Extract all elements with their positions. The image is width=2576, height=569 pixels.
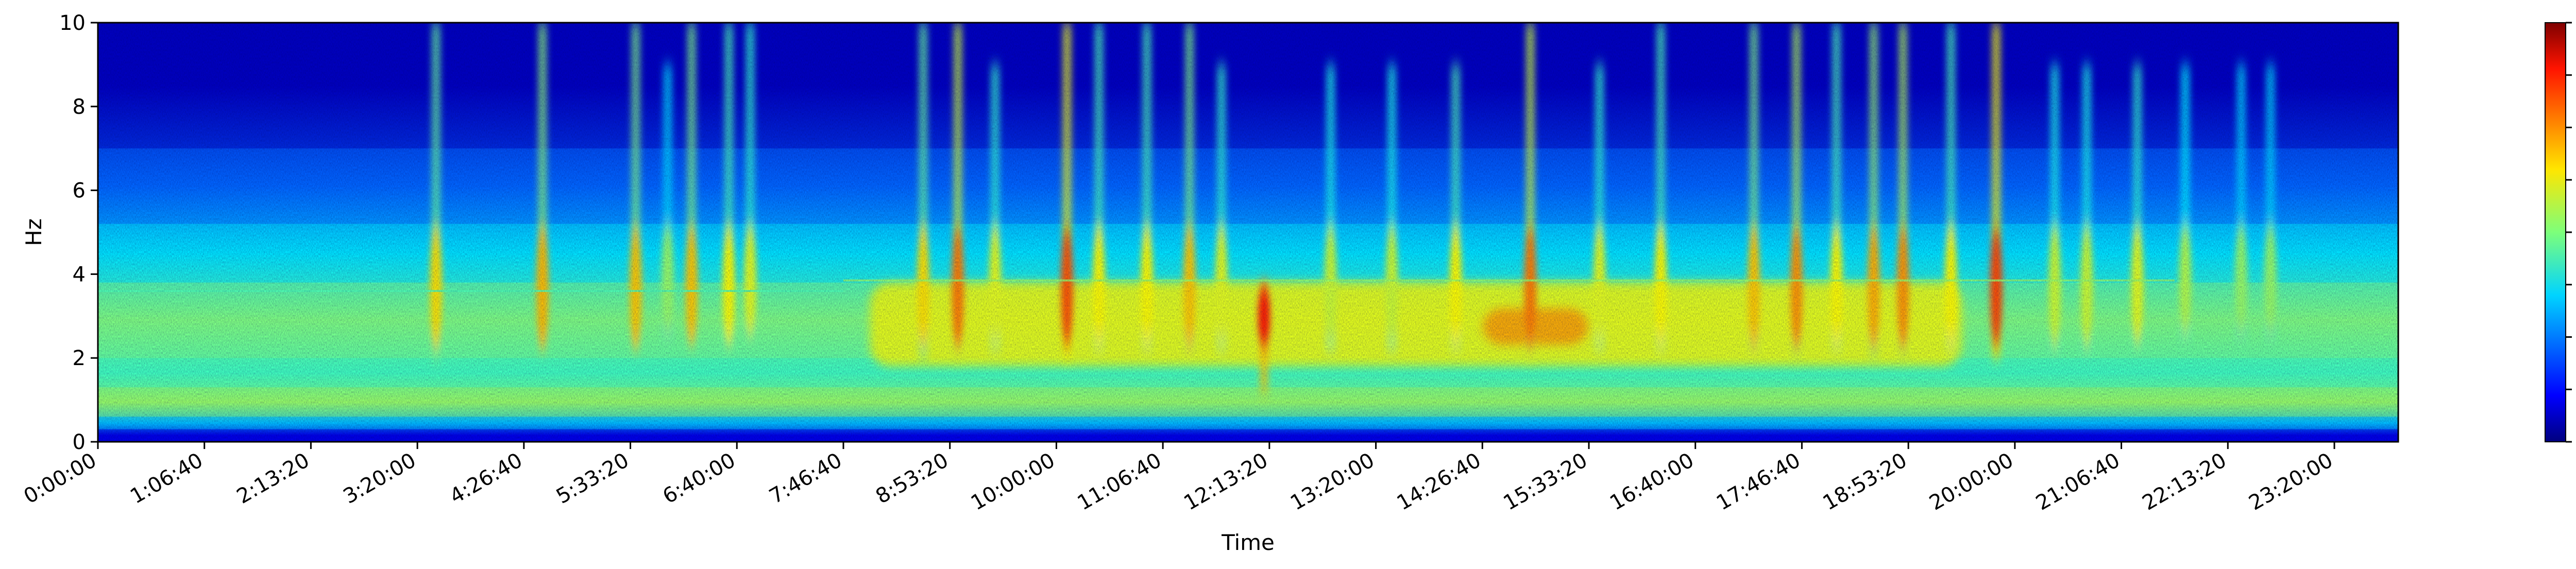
x-tick-label: 1:06:40	[126, 449, 207, 509]
y-axis: 0 2 4 6 8 10	[59, 11, 98, 454]
y-tick-label: 8	[73, 95, 86, 119]
x-tick-label: 10:00:00	[967, 449, 1059, 515]
x-tick-label: 22:13:20	[2139, 449, 2231, 515]
noise-texture	[98, 23, 2398, 442]
spectrogram-plot-area	[98, 23, 2398, 442]
x-tick-label: 21:06:40	[2032, 449, 2124, 515]
x-tick-label: 3:20:00	[340, 449, 420, 509]
colorbar: +0 dB-10 dB-20 dB-30 dB-40 dB-50 dB-60 d…	[2545, 22, 2572, 443]
x-tick-label: 13:20:00	[1286, 449, 1379, 515]
x-axis-label: Time	[1221, 530, 1275, 555]
x-tick-label: 4:26:40	[446, 449, 527, 509]
x-tick-label: 7:46:40	[765, 449, 846, 509]
x-tick-label: 0:00:00	[20, 449, 100, 509]
x-tick-label: 11:06:40	[1074, 449, 1166, 515]
y-axis-label: Hz	[21, 218, 46, 246]
plot-frame	[97, 22, 2399, 443]
colorbar-ticks: +0 dB-10 dB-20 dB-30 dB-40 dB-50 dB-60 d…	[2566, 22, 2572, 443]
x-tick-label: 20:00:00	[1925, 449, 2018, 515]
x-tick-label: 17:46:40	[1713, 449, 1805, 515]
colorbar-gradient	[2545, 22, 2566, 442]
x-tick-label: 15:33:20	[1499, 449, 1591, 515]
x-tick-label: 14:26:40	[1393, 449, 1485, 515]
x-tick-label: 16:40:00	[1606, 449, 1698, 515]
x-axis: 0:00:00 1:06:40 2:13:20 3:20:00 4:26:40 5:33:…	[20, 442, 2337, 515]
y-tick-label: 10	[59, 11, 86, 35]
x-tick-label: 5:33:20	[552, 449, 633, 509]
x-tick-label: 2:13:20	[233, 449, 314, 509]
x-tick-label: 6:40:00	[659, 449, 740, 509]
x-tick-label: 8:53:20	[872, 449, 953, 509]
y-tick-label: 6	[73, 179, 86, 203]
y-tick-label: 2	[73, 347, 86, 370]
x-tick-label: 18:53:20	[1819, 449, 1911, 515]
y-tick-label: 4	[73, 263, 86, 286]
x-tick-label: 12:13:20	[1180, 449, 1272, 515]
x-tick-label: 23:20:00	[2245, 449, 2337, 515]
y-tick-label: 0	[73, 430, 86, 454]
